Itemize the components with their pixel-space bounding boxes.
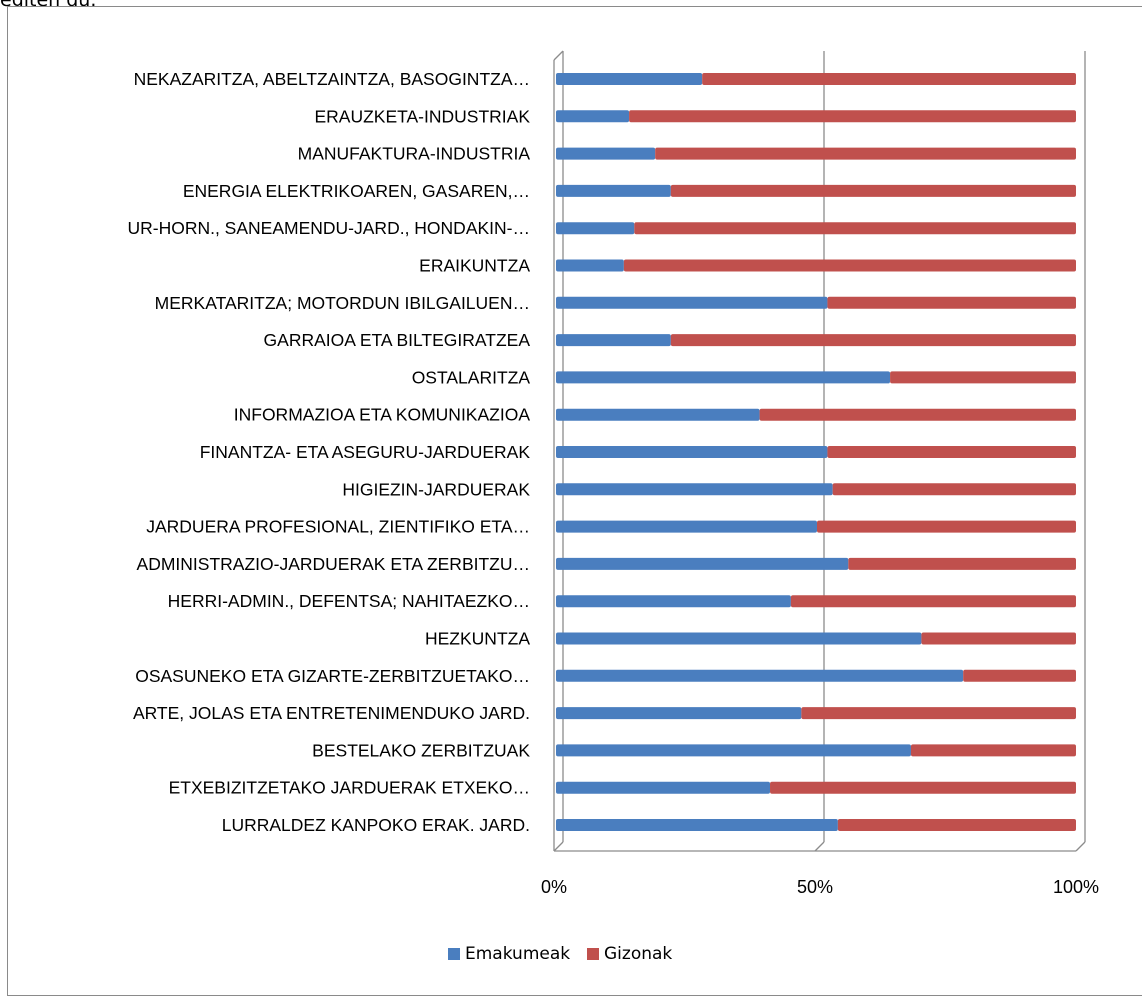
category-label-20: LURRALDEZ KANPOKO ERAK. JARD.: [222, 815, 530, 835]
category-label-1: ERAUZKETA-INDUSTRIAK: [314, 106, 530, 126]
bar-emakumeak-13: [556, 557, 849, 570]
category-label-9: INFORMAZIOA ETA KOMUNIKAZIOA: [234, 405, 531, 425]
category-label-2: MANUFAKTURA-INDUSTRIA: [298, 144, 531, 164]
category-label-17: ARTE, JOLAS ETA ENTRETENIMENDUKO JARD.: [133, 703, 530, 723]
bar-gizonak-13: [848, 557, 1076, 570]
bar-emakumeak-6: [556, 296, 828, 309]
caption-text: egiten du.: [0, 0, 96, 11]
bar-emakumeak-3: [556, 184, 671, 197]
bar-emakumeak-8: [556, 371, 891, 384]
bar-gizonak-2: [655, 147, 1076, 160]
bar-gizonak-12: [817, 520, 1076, 533]
category-label-18: BESTELAKO ZERBITZUAK: [312, 740, 530, 760]
bar-emakumeak-17: [556, 707, 802, 720]
chart-frame: NEKAZARITZA, ABELTZAINTZA, BASOGINTZA… ER…: [7, 6, 1142, 996]
bar-emakumeak-10: [556, 446, 828, 458]
stacked-bar-chart: NEKAZARITZA, ABELTZAINTZA, BASOGINTZA… ER…: [127, 50, 1099, 964]
bar-emakumeak-15: [556, 632, 922, 645]
category-label-3: ENERGIA ELEKTRIKOAREN, GASAREN,…: [183, 181, 530, 201]
bar-emakumeak-1: [556, 110, 630, 123]
bar-gizonak-1: [629, 110, 1076, 123]
gridline-foot-100: [1075, 841, 1086, 852]
category-label-7: GARRAIOA ETA BILTEGIRATZEA: [264, 330, 531, 350]
legend-swatch-0: [448, 948, 460, 960]
category-label-5: ERAIKUNTZA: [419, 256, 530, 276]
bar-gizonak-9: [759, 408, 1076, 421]
bar-emakumeak-7: [556, 334, 671, 347]
x-tick-label-2: 100%: [1053, 877, 1099, 897]
category-label-13: ADMINISTRAZIO-JARDUERAK ETA ZERBITZU…: [137, 554, 530, 574]
bar-emakumeak-4: [556, 222, 635, 235]
bar-gizonak-18: [910, 744, 1076, 757]
category-label-4: UR-HORN., SANEAMENDU-JARD., HONDAKIN-…: [127, 218, 530, 238]
legend-label-0: Emakumeak: [465, 944, 570, 964]
category-label-19: ETXEBIZITZETAKO JARDUERAK ETXEKO…: [169, 778, 530, 798]
legend-swatch-1: [587, 948, 599, 960]
y-axis-top-edge: [553, 50, 564, 61]
bar-emakumeak-5: [556, 259, 624, 272]
bar-gizonak-7: [670, 334, 1076, 347]
bar-emakumeak-0: [556, 73, 703, 85]
bar-emakumeak-2: [556, 147, 656, 160]
bar-gizonak-14: [790, 595, 1076, 608]
x-tick-label-1: 50%: [797, 877, 833, 897]
bar-gizonak-15: [921, 632, 1076, 645]
bar-emakumeak-14: [556, 595, 791, 608]
category-label-6: MERKATARITZA; MOTORDUN IBILGAILUEN…: [155, 293, 530, 313]
gridline-foot-0: [553, 841, 564, 852]
bar-emakumeak-11: [556, 483, 833, 496]
bar-gizonak-11: [832, 483, 1076, 496]
bar-emakumeak-19: [556, 781, 771, 794]
category-label-16: OSASUNEKO ETA GIZARTE-ZERBITZUETAKO…: [135, 666, 530, 686]
bar-emakumeak-20: [556, 819, 838, 831]
bar-gizonak-17: [801, 707, 1076, 720]
category-label-14: HERRI-ADMIN., DEFENTSA; NAHITAEZKO…: [168, 591, 530, 611]
bar-gizonak-8: [890, 371, 1076, 384]
bar-gizonak-3: [670, 184, 1076, 197]
bar-gizonak-16: [963, 669, 1076, 682]
bar-gizonak-4: [634, 222, 1076, 235]
category-label-12: JARDUERA PROFESIONAL, ZIENTIFIKO ETA…: [146, 517, 530, 537]
bar-gizonak-6: [827, 296, 1076, 309]
category-label-0: NEKAZARITZA, ABELTZAINTZA, BASOGINTZA…: [134, 69, 530, 89]
category-label-8: OSTALARITZA: [412, 367, 531, 387]
legend-label-1: Gizonak: [604, 944, 672, 964]
x-tick-label-0: 0%: [541, 877, 567, 897]
bar-emakumeak-9: [556, 408, 760, 421]
bar-gizonak-20: [837, 819, 1076, 831]
gridline-foot-50: [814, 841, 825, 852]
category-label-15: HEZKUNTZA: [425, 629, 530, 649]
bar-emakumeak-12: [556, 520, 817, 533]
bar-emakumeak-16: [556, 669, 964, 682]
bar-gizonak-10: [827, 446, 1076, 458]
category-label-11: HIGIEZIN-JARDUERAK: [342, 479, 530, 499]
bar-gizonak-0: [702, 73, 1076, 85]
bar-emakumeak-18: [556, 744, 911, 757]
category-label-10: FINANTZA- ETA ASEGURU-JARDUERAK: [200, 442, 531, 462]
bar-gizonak-19: [770, 781, 1076, 794]
bar-gizonak-5: [623, 259, 1076, 272]
